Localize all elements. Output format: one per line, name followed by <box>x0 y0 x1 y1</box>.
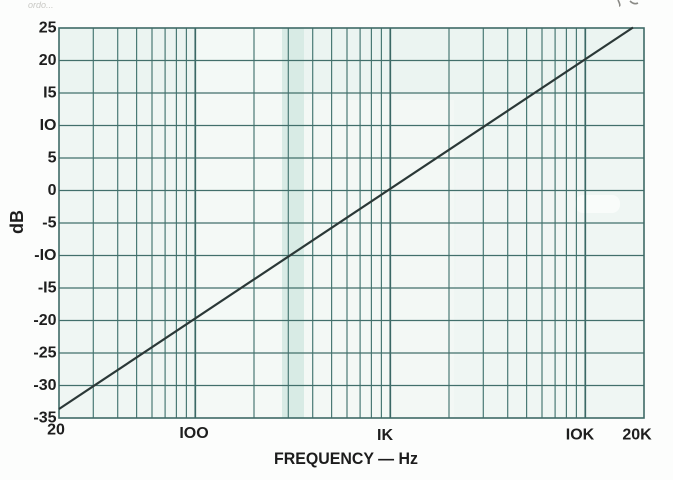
svg-text:5: 5 <box>48 150 57 167</box>
svg-text:25: 25 <box>39 20 57 37</box>
svg-text:I5: I5 <box>43 85 56 102</box>
svg-text:0: 0 <box>48 182 57 199</box>
svg-text:-I5: -I5 <box>38 280 57 297</box>
svg-text:FREQUENCY — Hz: FREQUENCY — Hz <box>274 449 418 468</box>
svg-text:20K: 20K <box>622 427 652 444</box>
svg-text:-IO: -IO <box>34 247 56 264</box>
svg-text:IK: IK <box>377 427 393 444</box>
svg-text:20: 20 <box>39 52 57 69</box>
svg-text:-35: -35 <box>33 410 56 427</box>
svg-text:IOO: IOO <box>179 425 208 442</box>
svg-text:dB: dB <box>7 210 27 234</box>
svg-text:IOK: IOK <box>566 427 595 444</box>
svg-text:ordo...: ordo... <box>28 0 54 10</box>
svg-text:-25: -25 <box>33 345 56 362</box>
svg-text:IO: IO <box>40 117 57 134</box>
svg-text:20: 20 <box>47 422 65 439</box>
svg-text:-20: -20 <box>33 312 56 329</box>
svg-text:-5: -5 <box>42 215 56 232</box>
svg-text:-30: -30 <box>33 377 56 394</box>
